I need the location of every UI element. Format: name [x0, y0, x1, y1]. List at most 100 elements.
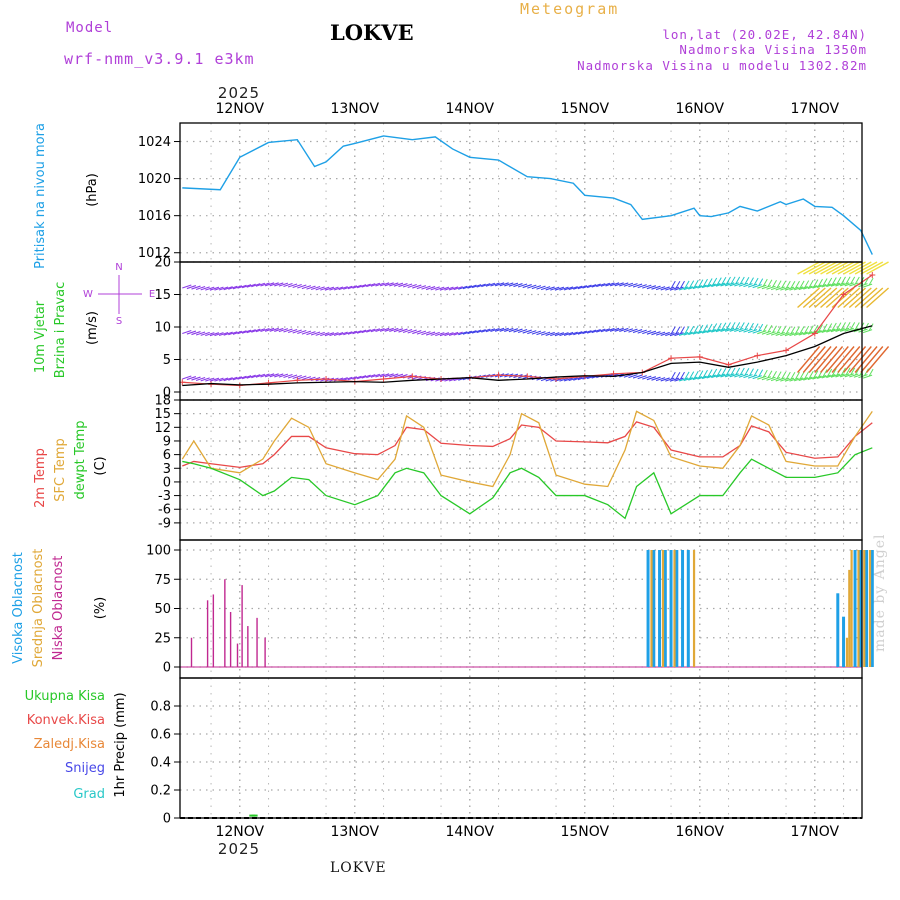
high-cloud-bar	[646, 550, 650, 667]
wind-barb	[609, 327, 620, 332]
wind-barb	[757, 284, 767, 289]
wind-barb	[448, 286, 459, 291]
wind-barb-flag	[845, 322, 851, 330]
wind-barb	[582, 284, 592, 289]
wind-barb-strong	[831, 287, 855, 309]
wind-barb	[678, 377, 689, 382]
wind-barb	[361, 374, 371, 379]
wind-barb-flag	[698, 279, 704, 287]
wind-barb-strong	[797, 287, 821, 309]
wind-barb	[375, 282, 385, 287]
wind-barb-flag	[795, 326, 800, 334]
wind-barb	[835, 327, 845, 332]
wind-barb-strong	[808, 287, 832, 309]
wind-barb-flag	[790, 280, 796, 289]
wind-barb-flag	[831, 322, 837, 331]
wind-barb	[752, 329, 762, 334]
wind-barb	[435, 286, 445, 291]
wind-barb	[458, 331, 468, 336]
wind-barb-flag	[693, 370, 699, 379]
wind-barb	[729, 282, 739, 287]
wind-barb	[283, 282, 293, 288]
high-cloud-bar	[669, 550, 673, 667]
x-label-top: 15NOV	[560, 101, 609, 117]
wind-barb	[527, 284, 537, 289]
wind-barb	[715, 373, 726, 378]
wind-barb	[306, 285, 316, 290]
compass-n: N	[115, 262, 122, 273]
wind-ytick-label: 10	[154, 321, 171, 336]
wind-barb	[513, 328, 523, 333]
wind-barb-strong	[808, 261, 832, 275]
high-cloud-bar	[836, 593, 840, 667]
wind-barb	[757, 330, 767, 335]
wind-barb-strong	[825, 346, 849, 373]
wind-barb	[402, 328, 413, 334]
wind-barb	[287, 328, 298, 333]
wind-barb	[812, 284, 822, 289]
wind-barb-flag	[822, 369, 828, 377]
temperature-ytick-label: 12	[154, 421, 171, 436]
wind-barb-flag	[749, 368, 754, 376]
wind-ytick-label: 0	[163, 386, 171, 401]
wind-barb	[793, 331, 804, 336]
wind-barb-flag	[781, 371, 787, 380]
x-label-bottom: 13NOV	[330, 824, 379, 840]
wind-barb-flag	[680, 280, 685, 289]
wind-barb	[471, 284, 482, 289]
wind-barb	[186, 330, 197, 335]
wind-barb	[747, 329, 758, 334]
wind-barb	[237, 330, 247, 335]
wind-barb	[508, 282, 519, 287]
wind-barb	[826, 283, 836, 288]
compass-e: E	[149, 289, 155, 300]
temperature-ytick-label: 18	[154, 394, 171, 409]
wind-barb-strong	[866, 261, 889, 275]
wind-barb-flag	[703, 324, 708, 332]
wind-barb	[421, 331, 431, 336]
wind-barb	[407, 284, 417, 289]
wind-barb	[706, 329, 716, 334]
precip-ytick-label: 0.4	[150, 756, 171, 771]
wind-barb-flag	[693, 279, 699, 288]
wind-barb	[462, 330, 473, 335]
wind-barb-flag	[841, 322, 846, 330]
wind-barb	[416, 285, 427, 290]
temperature-ytick-label: -3	[158, 489, 171, 504]
wind-barb	[729, 373, 739, 378]
wind-barb-flag	[739, 276, 745, 285]
wind-barb	[642, 375, 652, 380]
wind-barb	[246, 283, 256, 288]
wind-barb	[665, 286, 675, 291]
gust-marker	[409, 373, 416, 380]
low-cloud-bar	[247, 626, 249, 667]
wind-barb-flag	[675, 326, 681, 334]
temp-2m-line	[182, 421, 873, 469]
wind-barb-flag	[813, 370, 819, 378]
wind-barb	[692, 376, 703, 381]
wind-barb	[384, 282, 394, 287]
pressure-unit: (hPa)	[85, 173, 100, 207]
wind-barb-strong	[860, 346, 884, 373]
wind-barb	[761, 330, 772, 335]
wind-barb	[274, 373, 284, 378]
wind-barb-strong	[848, 346, 872, 373]
wind-barb	[642, 284, 652, 289]
wind-barb	[278, 373, 289, 378]
wind-barb	[798, 331, 808, 336]
wind-barb	[200, 377, 210, 382]
x-label-bottom: 16NOV	[675, 824, 724, 840]
precip-frame	[179, 677, 863, 819]
wind-barb	[269, 282, 279, 287]
wind-barb	[655, 331, 666, 336]
wind-barb	[586, 329, 597, 334]
x-label-top: 17NOV	[790, 101, 839, 117]
low-cloud-bar	[264, 637, 266, 667]
wind-barb	[849, 373, 859, 378]
wind-barb	[591, 283, 601, 288]
wind-barb	[283, 328, 293, 333]
wind-barb	[186, 285, 197, 290]
wind-barb-flag	[808, 279, 814, 288]
wind-barb	[711, 283, 721, 288]
x-label-top: 13NOV	[330, 101, 379, 117]
